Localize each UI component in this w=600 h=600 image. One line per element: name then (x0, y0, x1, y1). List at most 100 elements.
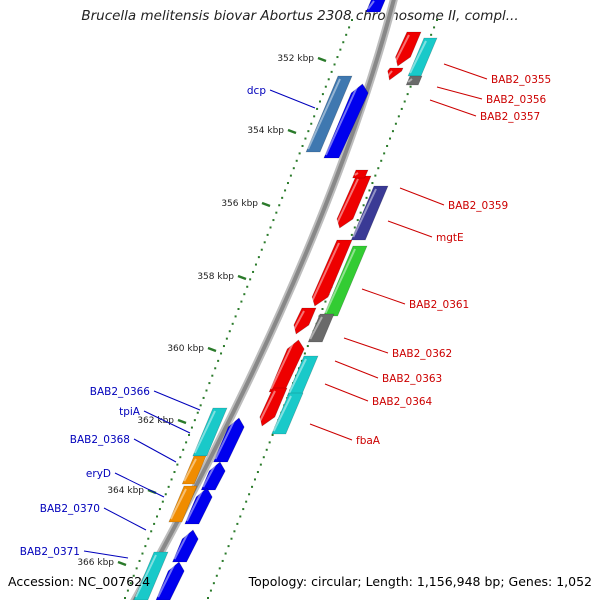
gene-label-bab2-0362-leader (343, 337, 389, 354)
gene-label-bab2-0366-leader (153, 390, 201, 411)
gene-label-fbaa: fbaA (356, 435, 381, 447)
gene-label-bab2-0361-leader (361, 288, 406, 305)
gene-feature-bab2-0370-highlight (173, 532, 189, 560)
gene-label-tpia: tpiA (119, 406, 141, 418)
scale-tick-label: 360 kbp (167, 344, 204, 354)
gene-feature-bab2-0361 (311, 239, 353, 307)
scale-tick-label: 362 kbp (137, 416, 174, 426)
outer-tick-dot (391, 130, 394, 133)
gene-feature-bab2-0371-highlight (134, 554, 157, 598)
inner-tick-dot (129, 582, 132, 585)
gene-feature-bab2-0356 (387, 67, 404, 81)
outer-tick-dot (218, 567, 221, 570)
outer-tick-dot (365, 196, 368, 199)
scale-tick-mark (261, 201, 271, 208)
scale-tick-label: 352 kbp (277, 54, 314, 64)
outer-tick-dot (239, 515, 242, 518)
inner-tick-dot (222, 345, 225, 348)
inner-tick-dot (217, 359, 220, 362)
gene-label-bab2-0362: BAB2_0362 (392, 348, 452, 360)
inner-tick-dot (301, 144, 304, 147)
outer-tick-dot (389, 137, 392, 140)
gene-feature-bab2-0362-gray (307, 313, 335, 343)
inner-tick-dot (330, 70, 333, 73)
outer-tick-dot (397, 115, 400, 118)
inner-tick-dot (281, 196, 284, 199)
gene-feature-tpia-highlight (214, 420, 235, 460)
outer-tick-dot (209, 589, 212, 592)
gene-feature-bab2-0359-highlight (335, 178, 359, 226)
outer-tick-dot (383, 152, 386, 155)
inner-tick-dot (182, 448, 185, 451)
gene-feature-bab2-0363 (268, 339, 305, 393)
scale-tick-label: 366 kbp (77, 558, 114, 568)
outer-tick-dot (233, 530, 236, 533)
gene-label-bab2-0357: BAB2_0357 (480, 111, 540, 123)
gene-feature-bab2-0357 (405, 75, 423, 86)
inner-tick-dot (185, 441, 188, 444)
inner-tick-dot (170, 478, 173, 481)
gene-feature-bab2-0356-highlight (386, 70, 393, 78)
inner-tick-dot (161, 500, 164, 503)
inner-tick-dot (132, 574, 135, 577)
outer-tick-dot (245, 500, 248, 503)
inner-tick-dot (164, 493, 167, 496)
outer-tick-dot (433, 26, 436, 29)
inner-tick-dot (141, 552, 144, 555)
gene-feature-bab2-0361-highlight (310, 242, 340, 304)
gene-feature-eryd (168, 485, 198, 523)
inner-tick-dot (272, 219, 275, 222)
inner-tick-dot (205, 389, 208, 392)
inner-tick-dot (196, 411, 199, 414)
scale-tick-mark (207, 346, 217, 353)
inner-tick-dot (176, 463, 179, 466)
inner-tick-dot (266, 233, 269, 236)
gene-label-tpia-leader (143, 410, 191, 434)
gene-feature-bab2-0362 (293, 307, 317, 335)
outer-tick-dot (262, 456, 265, 459)
gene-label-bab2-0370: BAB2_0370 (40, 503, 100, 515)
gene-label-bab2-0371-leader (83, 550, 129, 559)
gene-label-mgte-leader (387, 220, 433, 238)
inner-tick-dot (193, 419, 196, 422)
gene-label-bab2-0361: BAB2_0361 (409, 299, 469, 311)
inner-tick-dot (327, 78, 330, 81)
inner-tick-dot (286, 182, 289, 185)
gene-feature-bab2-0366-highlight (193, 410, 216, 454)
inner-tick-dot (202, 396, 205, 399)
outer-tick-dot (259, 463, 262, 466)
gene-label-bab2-0366: BAB2_0366 (90, 386, 151, 398)
gene-label-mgte: mgtE (436, 232, 464, 244)
inner-tick-dot (351, 19, 353, 21)
inner-tick-dot (214, 367, 217, 370)
gene-label-fbaa-leader (309, 423, 353, 441)
inner-tick-dot (252, 270, 255, 273)
inner-tick-dot (275, 211, 278, 214)
accession-text: Accession: NC_007624 (8, 574, 151, 589)
inner-tick-dot (313, 115, 316, 118)
inner-tick-dot (246, 285, 249, 288)
outer-tick-dot (400, 107, 403, 110)
outer-tick-dot (374, 174, 377, 177)
outer-tick-dot (271, 433, 274, 436)
inner-tick-dot (269, 226, 272, 229)
gene-feature-bab2-0357-highlight (407, 78, 413, 83)
inner-tick-dot (150, 530, 153, 533)
gene-label-bab2-0359: BAB2_0359 (448, 200, 508, 212)
gene-feature-eryd-blue-highlight (185, 490, 203, 522)
gene-label-bab2-0359-leader (399, 187, 445, 206)
inner-tick-dot (342, 41, 345, 44)
scale-ticks: 352 kbp 354 kbp 356 kbp 358 kbp 360 kbp 362 k… (77, 54, 327, 568)
gene-feature-bab2-0362-gray-highlight (309, 316, 323, 340)
gene-feature-bab2-0364-highlight (288, 358, 307, 394)
inner-tick-dot (284, 189, 287, 192)
inner-tick-dot (138, 559, 141, 562)
gene-label-bab2-0364: BAB2_0364 (372, 396, 433, 408)
inner-tick-dot (179, 456, 182, 459)
inner-tick-dot (263, 241, 266, 244)
gene-feature-bab2-0370 (172, 529, 199, 563)
inner-tick-dot (339, 48, 342, 51)
outer-tick-dot (377, 167, 380, 170)
gene-feature-bab2-0371 (133, 551, 169, 600)
outer-tick-dot (242, 508, 245, 511)
